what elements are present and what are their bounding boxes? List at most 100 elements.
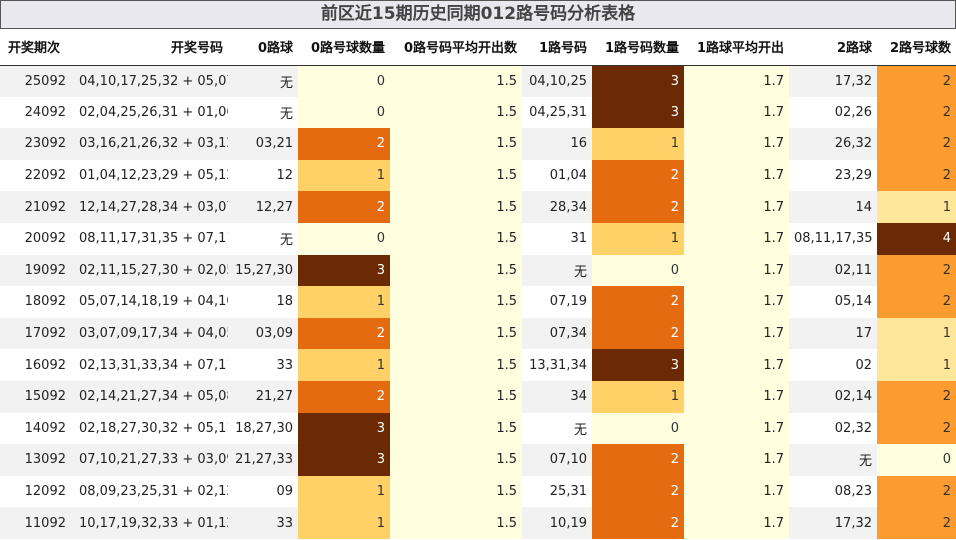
route1-balls-cell: 07,34	[522, 317, 592, 350]
route0-average-cell: 1.5	[390, 412, 522, 445]
route0-average-cell: 1.5	[390, 254, 522, 287]
period-cell: 15092	[0, 380, 74, 413]
numbers-cell: 08,11,17,31,35 + 07,11	[74, 222, 228, 255]
route0-count-cell: 2	[298, 380, 390, 413]
route2-count-cell: 0	[877, 444, 956, 476]
analysis-table: 开奖期次 开奖号码 0路球 0路号球数量 0路号码平均开出数 1路号码 1路号码…	[0, 29, 956, 539]
route0-count-cell: 0	[298, 96, 390, 129]
route1-balls-cell: 无	[522, 254, 592, 287]
route1-count-cell: 1	[592, 222, 684, 255]
route0-count-cell: 0	[298, 65, 390, 97]
route0-balls-cell: 21,27	[228, 380, 298, 413]
route2-count-cell: 4	[877, 222, 956, 255]
period-cell: 20092	[0, 222, 74, 255]
route2-balls-cell: 14	[789, 191, 877, 223]
route2-balls-cell: 26,32	[789, 128, 877, 160]
route0-count-cell: 3	[298, 444, 390, 476]
route0-count-cell: 3	[298, 254, 390, 287]
numbers-cell: 03,16,21,26,32 + 03,12	[74, 128, 228, 160]
period-cell: 23092	[0, 128, 74, 160]
route1-count-cell: 1	[592, 128, 684, 160]
route1-count-cell: 0	[592, 412, 684, 445]
route2-count-cell: 2	[877, 96, 956, 129]
period-cell: 12092	[0, 475, 74, 508]
header-route1-count: 1路号码数量	[592, 29, 684, 66]
period-cell: 22092	[0, 159, 74, 192]
route1-balls-cell: 16	[522, 128, 592, 160]
route2-count-cell: 2	[877, 475, 956, 508]
route1-balls-cell: 01,04	[522, 159, 592, 192]
table-row: 14092 02,18,27,30,32 + 05,11 18,27,30 3 1.5 无…	[0, 412, 956, 445]
route0-average-cell: 1.5	[390, 507, 522, 539]
table-row: 16092 02,13,31,33,34 + 07,11 33 1 1.5 13,31,3…	[0, 349, 956, 381]
route1-average-cell: 1.7	[684, 349, 789, 381]
numbers-cell: 12,14,27,28,34 + 03,07	[74, 191, 228, 223]
route0-balls-cell: 12	[228, 159, 298, 192]
route1-count-cell: 2	[592, 159, 684, 192]
route2-count-cell: 2	[877, 286, 956, 318]
route1-balls-cell: 10,19	[522, 507, 592, 539]
route2-count-cell: 1	[877, 191, 956, 223]
route0-count-cell: 1	[298, 159, 390, 192]
route2-balls-cell: 08,23	[789, 475, 877, 508]
route0-average-cell: 1.5	[390, 349, 522, 381]
route1-average-cell: 1.7	[684, 159, 789, 192]
route1-average-cell: 1.7	[684, 191, 789, 223]
route0-count-cell: 2	[298, 317, 390, 350]
numbers-cell: 02,11,15,27,30 + 02,05	[74, 254, 228, 287]
route2-count-cell: 2	[877, 159, 956, 192]
period-cell: 17092	[0, 317, 74, 350]
route0-average-cell: 1.5	[390, 191, 522, 223]
route1-average-cell: 1.7	[684, 380, 789, 413]
route0-count-cell: 3	[298, 412, 390, 445]
period-cell: 11092	[0, 507, 74, 539]
route1-count-cell: 1	[592, 380, 684, 413]
route0-count-cell: 2	[298, 191, 390, 223]
numbers-cell: 08,09,23,25,31 + 02,12	[74, 475, 228, 508]
route0-count-cell: 1	[298, 349, 390, 381]
header-route0-average: 0路号码平均开出数	[390, 29, 522, 66]
route0-average-cell: 1.5	[390, 159, 522, 192]
route0-balls-cell: 33	[228, 507, 298, 539]
table-row: 15092 02,14,21,27,34 + 05,08 21,27 2 1.5 34 1 1…	[0, 380, 956, 413]
header-route2-count: 2路号球数	[877, 29, 956, 66]
route2-balls-cell: 17,32	[789, 507, 877, 539]
period-cell: 21092	[0, 191, 74, 223]
route1-average-cell: 1.7	[684, 222, 789, 255]
route1-average-cell: 1.7	[684, 65, 789, 97]
route1-balls-cell: 13,31,34	[522, 349, 592, 381]
route1-average-cell: 1.7	[684, 254, 789, 287]
route2-count-cell: 2	[877, 65, 956, 97]
route0-average-cell: 1.5	[390, 475, 522, 508]
route1-average-cell: 1.7	[684, 96, 789, 129]
header-route2-balls: 2路球	[789, 29, 877, 66]
route2-balls-cell: 17,32	[789, 65, 877, 97]
route0-balls-cell: 15,27,30	[228, 254, 298, 287]
route1-count-cell: 2	[592, 317, 684, 350]
route0-count-cell: 0	[298, 222, 390, 255]
table-body: 25092 04,10,17,25,32 + 05,07 无 0 1.5 04,10,25…	[0, 65, 956, 539]
numbers-cell: 04,10,17,25,32 + 05,07	[74, 65, 228, 97]
route2-count-cell: 2	[877, 507, 956, 539]
route0-balls-cell: 无	[228, 96, 298, 129]
route1-average-cell: 1.7	[684, 444, 789, 476]
period-cell: 16092	[0, 349, 74, 381]
route2-count-cell: 2	[877, 254, 956, 287]
table-row: 13092 07,10,21,27,33 + 03,09 21,27,33 3 1.5 0…	[0, 444, 956, 476]
route1-average-cell: 1.7	[684, 128, 789, 160]
route0-count-cell: 1	[298, 475, 390, 508]
table-row: 11092 10,17,19,32,33 + 01,12 33 1 1.5 10,19 2 1…	[0, 507, 956, 539]
route2-balls-cell: 08,11,17,35	[789, 222, 877, 255]
route2-balls-cell: 02,26	[789, 96, 877, 129]
route1-count-cell: 2	[592, 475, 684, 508]
route1-count-cell: 0	[592, 254, 684, 287]
route0-balls-cell: 无	[228, 65, 298, 97]
route0-average-cell: 1.5	[390, 444, 522, 476]
table-row: 24092 02,04,25,26,31 + 01,06 无 0 1.5 04,25,31…	[0, 96, 956, 129]
route1-count-cell: 2	[592, 286, 684, 318]
table-row: 12092 08,09,23,25,31 + 02,12 09 1 1.5 25,31 2 1…	[0, 475, 956, 508]
route0-balls-cell: 21,27,33	[228, 444, 298, 476]
period-cell: 13092	[0, 444, 74, 476]
route1-count-cell: 2	[592, 507, 684, 539]
numbers-cell: 01,04,12,23,29 + 05,12	[74, 159, 228, 192]
